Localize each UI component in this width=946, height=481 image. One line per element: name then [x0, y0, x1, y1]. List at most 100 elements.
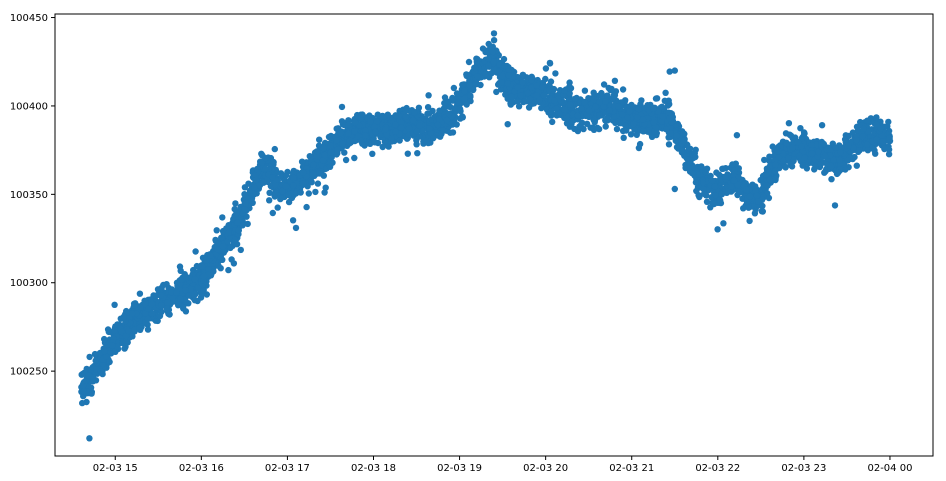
data-point: [463, 71, 470, 78]
data-point: [715, 171, 723, 178]
data-point: [373, 118, 381, 125]
data-point: [193, 262, 201, 270]
data-point: [321, 189, 328, 196]
data-point: [542, 65, 550, 72]
data-point: [362, 132, 369, 139]
data-point: [382, 126, 389, 133]
data-point: [886, 134, 893, 142]
data-point: [424, 104, 432, 111]
data-point: [111, 326, 118, 334]
data-point: [714, 226, 721, 233]
data-point: [796, 152, 803, 160]
data-point: [244, 220, 251, 228]
data-point: [700, 190, 708, 197]
data-point: [367, 118, 374, 125]
data-point: [457, 115, 464, 122]
data-point: [314, 180, 322, 187]
data-point: [538, 84, 545, 91]
data-point: [114, 343, 121, 350]
data-point: [808, 141, 815, 149]
data-point: [864, 117, 871, 124]
data-point: [830, 156, 837, 163]
data-point: [787, 132, 795, 139]
data-point: [392, 112, 399, 119]
data-point: [877, 125, 885, 132]
data-point: [828, 162, 835, 170]
data-point: [414, 150, 421, 157]
data-point: [581, 87, 589, 94]
x-axis-ticks: 02-03 15 02-03 16 02-03 17 02-03 18 02-03 19…: [93, 456, 912, 474]
y-axis-ticks: 100250 100300 100350 100400 100450: [10, 13, 55, 378]
data-point: [609, 95, 616, 102]
data-point: [873, 114, 880, 121]
data-point: [251, 184, 258, 191]
data-point: [262, 155, 269, 162]
data-point: [396, 137, 403, 144]
data-point: [149, 310, 156, 317]
data-point: [853, 162, 860, 169]
data-point: [613, 125, 621, 133]
data-point: [213, 227, 220, 234]
data-point: [471, 64, 479, 72]
data-point: [321, 151, 328, 159]
data-point: [203, 256, 210, 264]
data-point: [157, 292, 165, 299]
data-point: [369, 150, 376, 157]
data-point: [624, 114, 631, 121]
data-point: [731, 167, 738, 174]
data-point: [398, 124, 405, 131]
data-point: [551, 97, 558, 105]
data-point: [722, 173, 729, 180]
data-point: [279, 187, 286, 195]
data-point: [341, 149, 348, 156]
data-point: [485, 62, 492, 69]
data-point: [425, 110, 433, 117]
data-point: [718, 190, 725, 198]
data-point: [604, 114, 611, 122]
y-tick-label: 100350: [10, 190, 48, 201]
data-point: [561, 106, 568, 114]
data-point: [371, 139, 379, 146]
data-point: [703, 198, 711, 205]
y-tick-label: 100250: [10, 367, 48, 378]
data-point: [392, 128, 399, 135]
data-point: [290, 182, 297, 189]
data-point: [845, 142, 852, 149]
data-point: [729, 161, 736, 168]
data-point: [856, 147, 863, 154]
y-tick-label: 100300: [10, 278, 48, 289]
data-point: [812, 163, 819, 171]
data-point: [659, 113, 666, 121]
data-point: [678, 147, 685, 154]
data-point: [702, 169, 709, 176]
data-point: [766, 162, 774, 170]
data-point: [413, 141, 420, 148]
data-point: [630, 120, 637, 128]
data-point: [834, 169, 841, 176]
data-point: [241, 191, 248, 198]
data-point: [235, 227, 242, 234]
data-point: [571, 125, 578, 133]
data-point: [426, 125, 433, 132]
data-point: [125, 327, 132, 335]
data-point: [808, 150, 816, 157]
data-point: [405, 125, 413, 132]
data-point: [542, 75, 549, 83]
data-point: [436, 107, 443, 114]
data-point: [314, 148, 321, 155]
data-point: [799, 162, 807, 169]
data-point: [266, 197, 273, 204]
data-point: [546, 59, 554, 67]
data-point: [627, 131, 635, 138]
data-point: [851, 153, 858, 161]
data-point: [836, 156, 843, 164]
data-point: [128, 310, 136, 317]
data-point: [500, 55, 508, 63]
data-point: [821, 169, 828, 176]
data-point: [885, 118, 892, 126]
data-point: [219, 243, 227, 250]
data-point: [200, 272, 208, 280]
data-point: [461, 95, 468, 102]
data-point: [766, 153, 773, 160]
data-point: [879, 138, 886, 145]
